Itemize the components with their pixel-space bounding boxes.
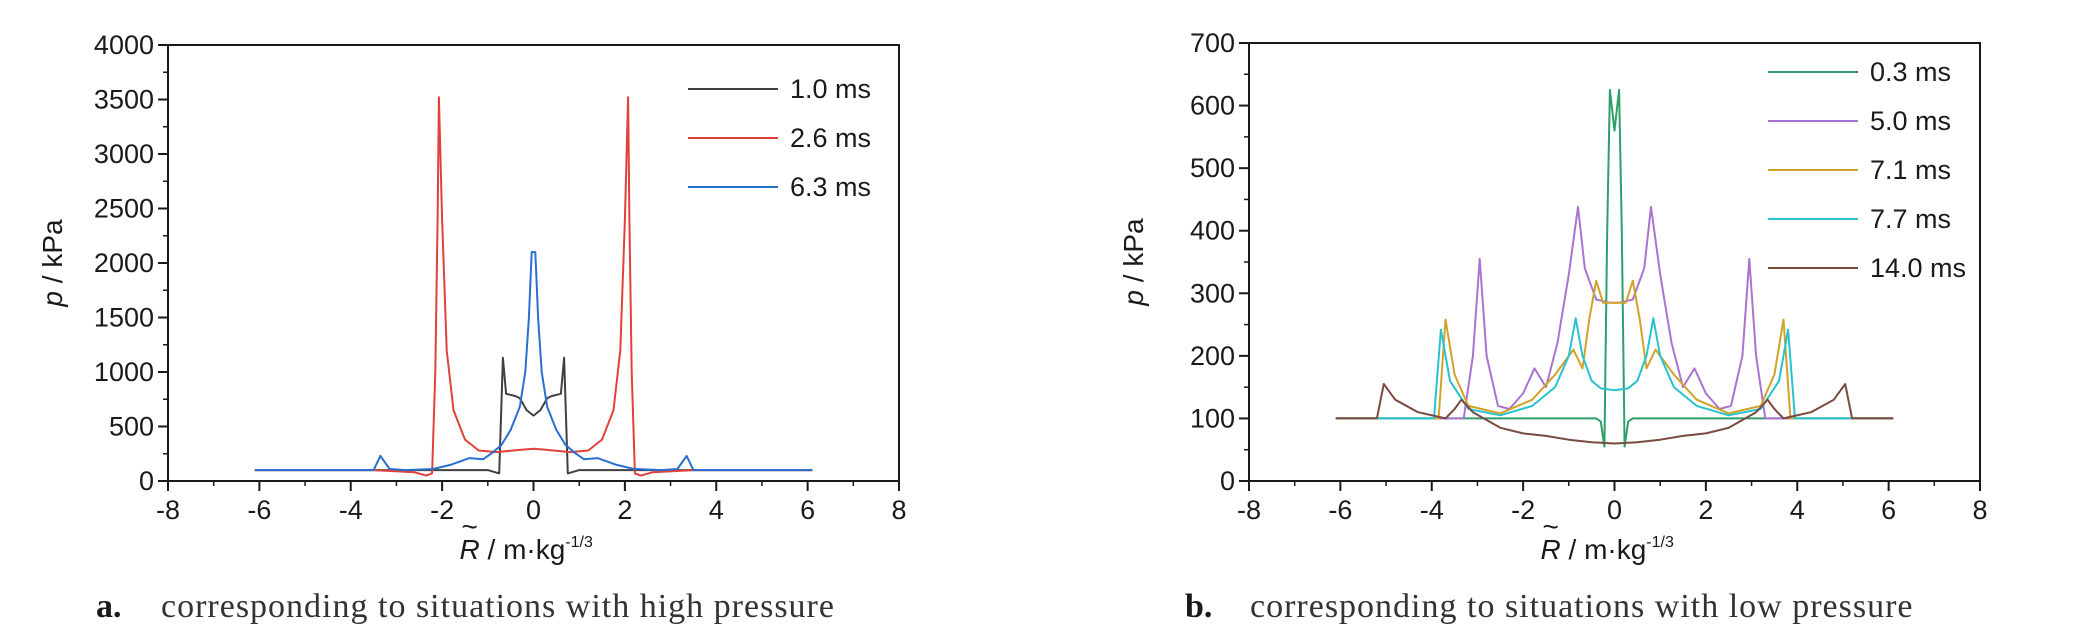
chart-a-ytick-label: 1000: [94, 357, 154, 387]
caption-a-text: corresponding to situations with high pr…: [161, 588, 835, 625]
chart-a-xlabel: R / m·kg-1/3: [460, 534, 593, 565]
chart-a-ytick-label: 3000: [94, 139, 154, 169]
chart-a-ytick-label: 3500: [94, 85, 154, 115]
chart-a-xtick-label: -8: [156, 495, 180, 525]
chart-a-ytick-label: 2000: [94, 248, 154, 278]
chart-b-series-line-1: [1335, 205, 1894, 420]
chart-a-ylabel: p / kPa: [37, 219, 68, 308]
chart-a-ytick-label: 4000: [94, 30, 154, 60]
chart-a-ytick-label: 2500: [94, 194, 154, 224]
chart-a-xlabel-tilde: ~: [462, 511, 478, 542]
chart-a-xtick-label: -2: [430, 495, 454, 525]
chart-a-series-line-2: [254, 251, 813, 472]
chart-b-xtick-label: -6: [1328, 495, 1352, 525]
chart-a-series-line-1: [254, 96, 813, 477]
chart-b-legend-label-2: 7.1 ms: [1870, 155, 1951, 185]
chart-a-high-pressure: -8 -6 -4 -2 0 2 4 6 8 0 500 1000 1500 2000 2500 3000 350…: [37, 30, 907, 565]
caption-a-letter: a.: [96, 588, 122, 625]
chart-b-ytick-label: 100: [1190, 403, 1235, 433]
chart-b-ytick-label: 500: [1190, 153, 1235, 183]
chart-a-legend-label-2: 6.3 ms: [790, 172, 871, 202]
caption-a: a. corresponding to situations with high…: [96, 588, 835, 625]
chart-a-ytick-label: 1500: [94, 303, 154, 333]
chart-a-xtick-label: 6: [800, 495, 815, 525]
chart-b-ytick-label: 600: [1190, 91, 1235, 121]
chart-b-legend-label-0: 0.3 ms: [1870, 57, 1951, 87]
chart-a-ytick-label: 500: [109, 412, 154, 442]
chart-a-xtick-label: 0: [526, 495, 541, 525]
chart-a-legend-label-0: 1.0 ms: [790, 74, 871, 104]
chart-b-ylabel: p / kPa: [1118, 218, 1149, 307]
chart-b-legend-label-1: 5.0 ms: [1870, 106, 1951, 136]
caption-b-letter: b.: [1185, 588, 1212, 625]
chart-a-xtick-label: -6: [247, 495, 271, 525]
chart-b-legend-label-4: 14.0 ms: [1870, 253, 1966, 283]
chart-b-xtick-label: 6: [1881, 495, 1896, 525]
chart-a-xtick-label: 4: [709, 495, 724, 525]
chart-b-series-line-3: [1335, 317, 1894, 420]
caption-b-text: corresponding to situations with low pre…: [1250, 588, 1914, 625]
chart-b-xtick-label: 8: [1972, 495, 1987, 525]
chart-b-xtick-label: -4: [1420, 495, 1444, 525]
chart-b-ytick-label: 400: [1190, 216, 1235, 246]
chart-a-xtick-label: 2: [617, 495, 632, 525]
chart-b-ytick-label: 0: [1220, 466, 1235, 496]
chart-b-series-line-2: [1335, 279, 1894, 420]
chart-a-xtick-label: 8: [891, 495, 906, 525]
chart-b-xtick-label: -2: [1511, 495, 1535, 525]
chart-b-low-pressure: -8 -6 -4 -2 0 2 4 6 8 0 100 200 300 400 500 600 700 p / k…: [1118, 28, 1988, 565]
chart-b-ytick-label: 700: [1190, 28, 1235, 58]
chart-a-ytick-label: 0: [139, 466, 154, 496]
chart-b-xtick-label: 0: [1607, 495, 1622, 525]
chart-b-xtick-label: 2: [1698, 495, 1713, 525]
chart-a-legend-label-1: 2.6 ms: [790, 123, 871, 153]
chart-b-xtick-label: 4: [1790, 495, 1805, 525]
chart-b-xlabel: R / m·kg-1/3: [1541, 534, 1674, 565]
chart-b-ytick-label: 300: [1190, 278, 1235, 308]
chart-b-series-line-4: [1335, 383, 1894, 445]
chart-b-xtick-label: -8: [1237, 495, 1261, 525]
caption-b: b. corresponding to situations with low …: [1185, 588, 1914, 625]
chart-a-series-line-0: [254, 356, 813, 475]
chart-a-xtick-label: -4: [339, 495, 363, 525]
chart-b-xlabel-tilde: ~: [1543, 511, 1559, 542]
chart-b-legend-label-3: 7.7 ms: [1870, 204, 1951, 234]
chart-b-series-line-0: [1335, 88, 1894, 448]
chart-b-ytick-label: 200: [1190, 341, 1235, 371]
